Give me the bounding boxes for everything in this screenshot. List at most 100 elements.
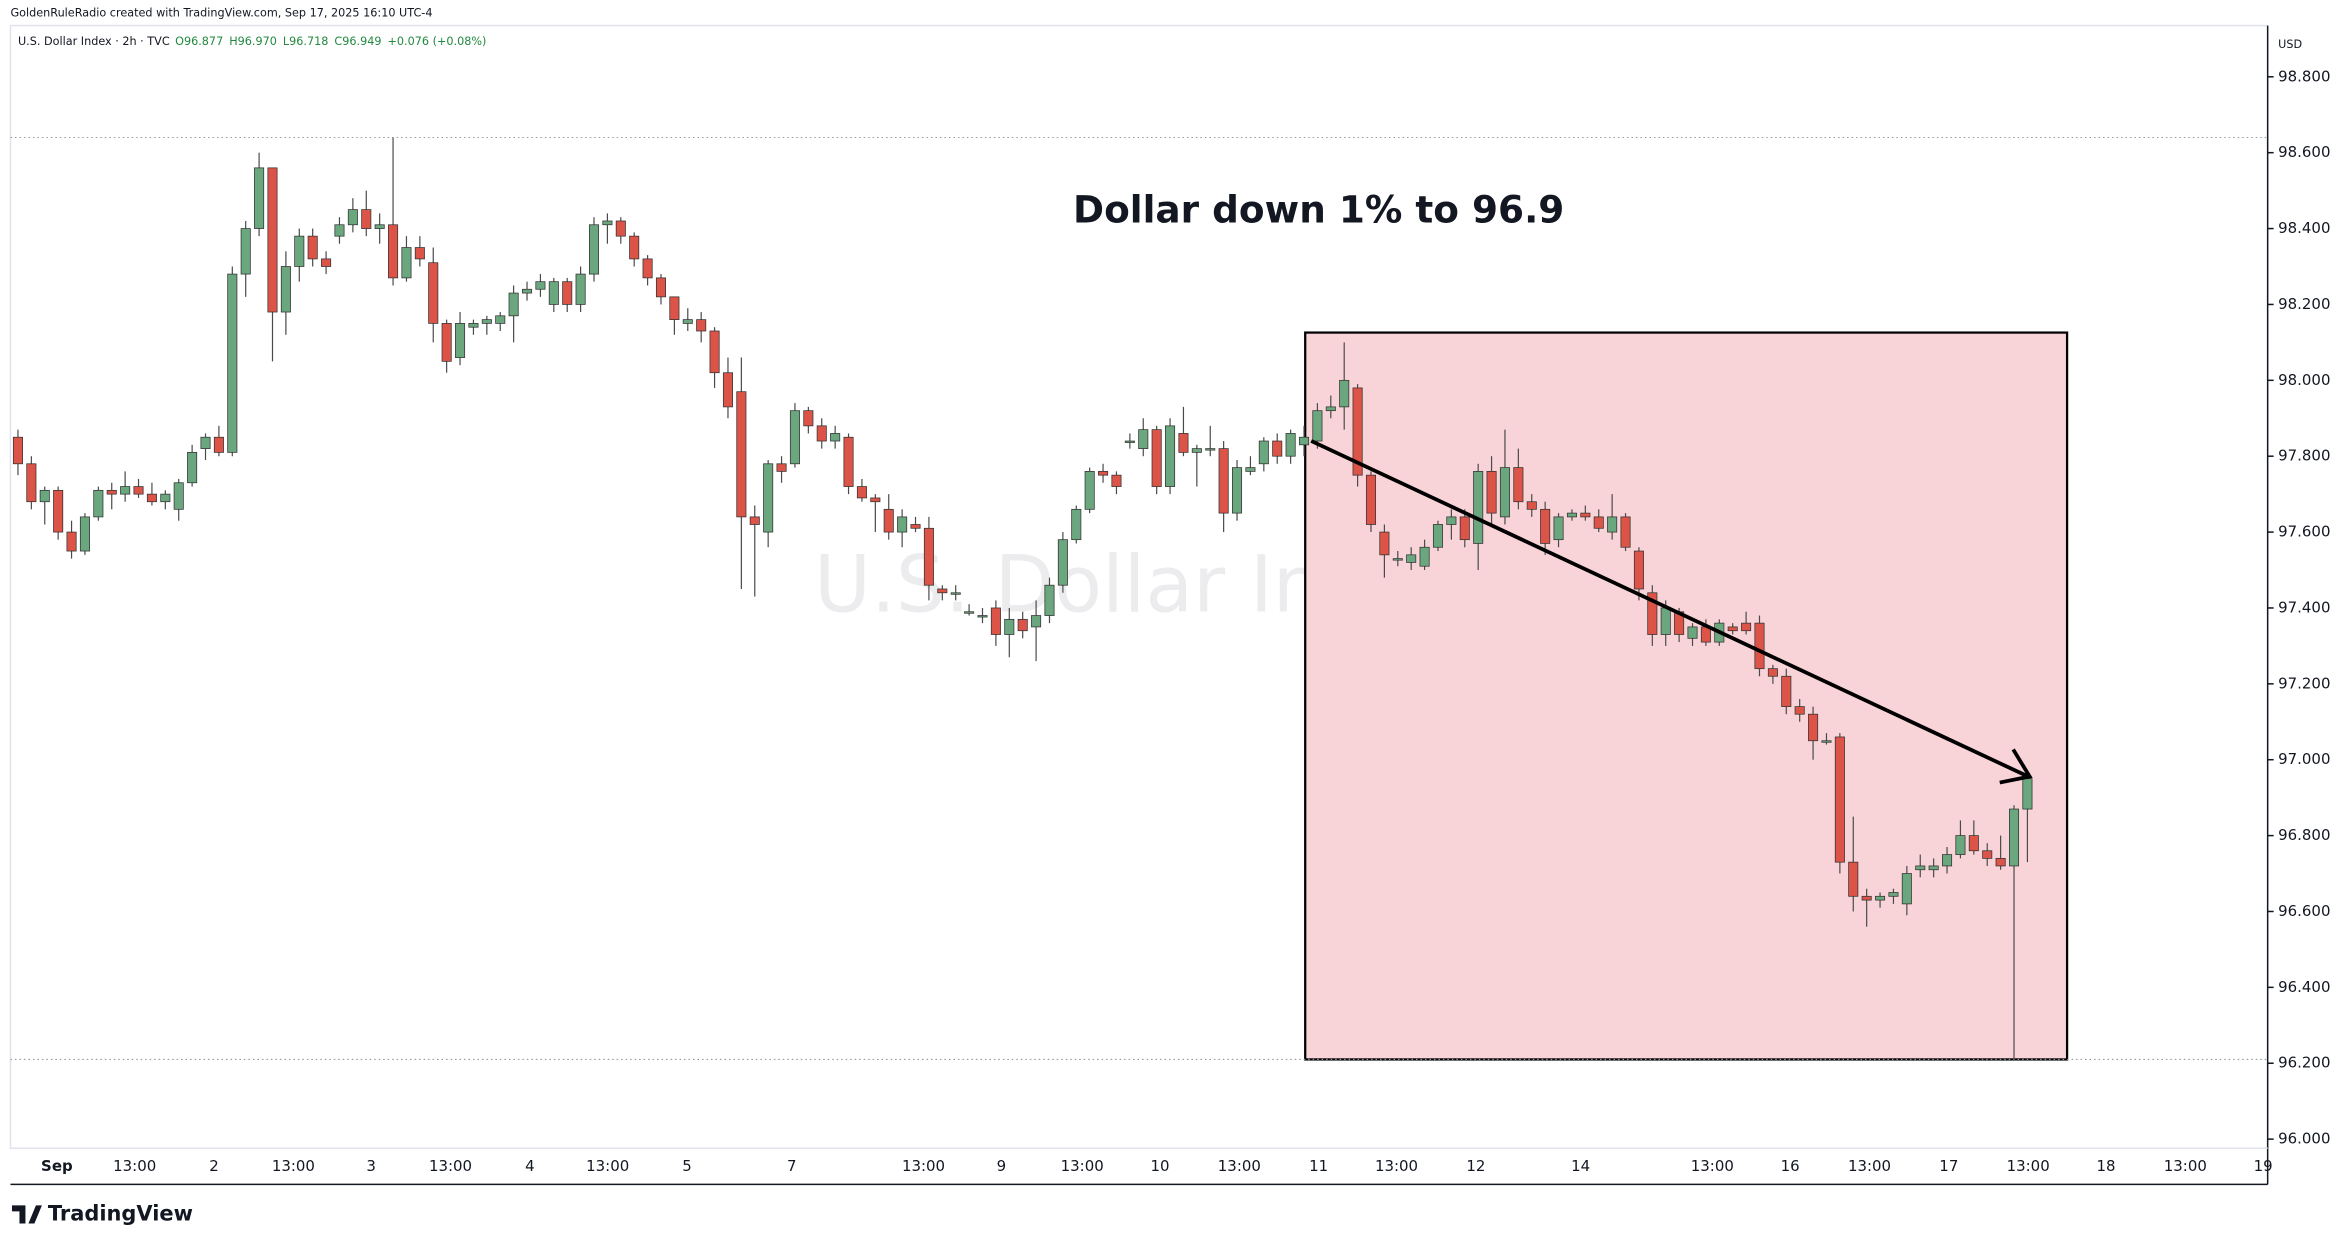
y-tick-label: 98.200 xyxy=(2278,295,2330,313)
candle-body xyxy=(1299,436,1310,446)
candle-body xyxy=(1741,622,1752,632)
y-tick-label: 96.200 xyxy=(2278,1054,2330,1072)
candle-body xyxy=(347,209,358,226)
trend-arrow xyxy=(1310,439,2033,785)
candle-body xyxy=(1794,706,1805,715)
x-tick-label: 12 xyxy=(1466,1157,1485,1175)
candle-body xyxy=(1888,892,1899,897)
candle-body xyxy=(722,372,733,408)
candle-body xyxy=(66,531,77,552)
candle-body xyxy=(1861,895,1872,901)
candle-body xyxy=(146,493,157,503)
candle-body xyxy=(548,281,559,305)
candle-body xyxy=(1526,501,1537,510)
ohlc-value: C96.949 xyxy=(334,35,381,48)
y-tick-label: 97.800 xyxy=(2278,447,2330,465)
candle-body xyxy=(897,516,908,533)
candle-body xyxy=(1754,622,1765,670)
candle-body xyxy=(1419,546,1430,567)
y-tick-label: 97.000 xyxy=(2278,750,2330,768)
candle-body xyxy=(200,436,211,449)
candle-body xyxy=(93,489,104,518)
currency: USD xyxy=(2278,38,2302,51)
x-tick-label: 18 xyxy=(2096,1157,2115,1175)
candle-body xyxy=(213,436,224,453)
candle-body xyxy=(1031,615,1042,628)
candle-body xyxy=(1687,626,1698,639)
candle-body xyxy=(1942,854,1953,867)
candle-body xyxy=(1928,865,1939,871)
candle-body xyxy=(1955,835,1966,855)
candle-body xyxy=(937,588,948,594)
x-tick-label: 16 xyxy=(1781,1157,1800,1175)
candle-body xyxy=(254,167,265,229)
candle-body xyxy=(763,463,774,533)
candle-body xyxy=(1473,470,1484,544)
candle-body xyxy=(428,262,439,324)
x-tick-label: 14 xyxy=(1571,1157,1590,1175)
candle-body xyxy=(1633,550,1644,590)
candle-body xyxy=(1352,387,1363,476)
candle-body xyxy=(374,224,385,229)
candle-body xyxy=(709,330,720,374)
candle-body xyxy=(1901,873,1912,905)
candle-body xyxy=(1660,607,1671,635)
candle-body xyxy=(1258,440,1269,465)
candle-body xyxy=(669,296,680,320)
y-tick-label: 96.600 xyxy=(2278,902,2330,920)
x-tick-label: 13:00 xyxy=(902,1157,945,1175)
candle-body xyxy=(267,167,278,313)
candle-body xyxy=(736,391,747,518)
candle-body xyxy=(1459,516,1470,541)
candle-body xyxy=(964,611,975,614)
symbol: U.S. Dollar Index · 2h · TVC xyxy=(18,35,170,48)
ohlc-value: O96.877 xyxy=(175,35,223,48)
candle-body xyxy=(334,224,345,237)
ohlc-legend: O96.877 H96.970 L96.718 C96.949 +0.076 (+0.0… xyxy=(175,35,486,48)
candle-body xyxy=(682,319,693,324)
x-tick-label: 13:00 xyxy=(2007,1157,2050,1175)
candle-body xyxy=(830,433,841,442)
candle-body xyxy=(776,463,787,472)
x-tick-label: 7 xyxy=(787,1157,797,1175)
candle-body xyxy=(495,315,506,324)
candle-body xyxy=(1834,736,1845,863)
candle-body xyxy=(1848,861,1859,897)
candle-body xyxy=(629,235,640,260)
candle-body xyxy=(816,425,827,442)
y-tick-label: 98.600 xyxy=(2278,143,2330,161)
candle-body xyxy=(280,266,291,313)
candle-body xyxy=(696,319,707,332)
candle-body xyxy=(1071,508,1082,541)
candle-body xyxy=(441,323,452,362)
candle-body xyxy=(508,292,519,317)
x-tick-label: 13:00 xyxy=(429,1157,472,1175)
y-tick-label: 96.400 xyxy=(2278,978,2330,996)
candle-body xyxy=(1982,850,1993,859)
candle-body xyxy=(1312,410,1323,442)
brand-logo: TradingView xyxy=(11,1200,193,1225)
arrow-line xyxy=(1310,439,2029,779)
candle-body xyxy=(1821,740,1832,743)
candle-body xyxy=(615,220,626,237)
candle-body xyxy=(1727,626,1738,632)
candle-body xyxy=(1620,516,1631,548)
candle-body xyxy=(843,436,854,487)
candle-body xyxy=(749,516,760,525)
candle-body xyxy=(1218,448,1229,514)
candle-body xyxy=(187,452,198,484)
candle-body xyxy=(1245,467,1256,472)
candle-body xyxy=(1365,474,1377,525)
x-tick-label: 17 xyxy=(1939,1157,1958,1175)
grid xyxy=(10,76,2274,1140)
candle-body xyxy=(1875,895,1886,901)
candle-body xyxy=(1232,467,1243,514)
candle-body xyxy=(535,281,546,290)
candle-body xyxy=(361,209,372,229)
candle-body xyxy=(2022,778,2033,810)
candle-body xyxy=(1432,524,1443,548)
candle-body xyxy=(575,273,586,305)
candle-body xyxy=(655,277,667,298)
candle-body xyxy=(977,615,988,618)
candle-body xyxy=(307,235,318,260)
